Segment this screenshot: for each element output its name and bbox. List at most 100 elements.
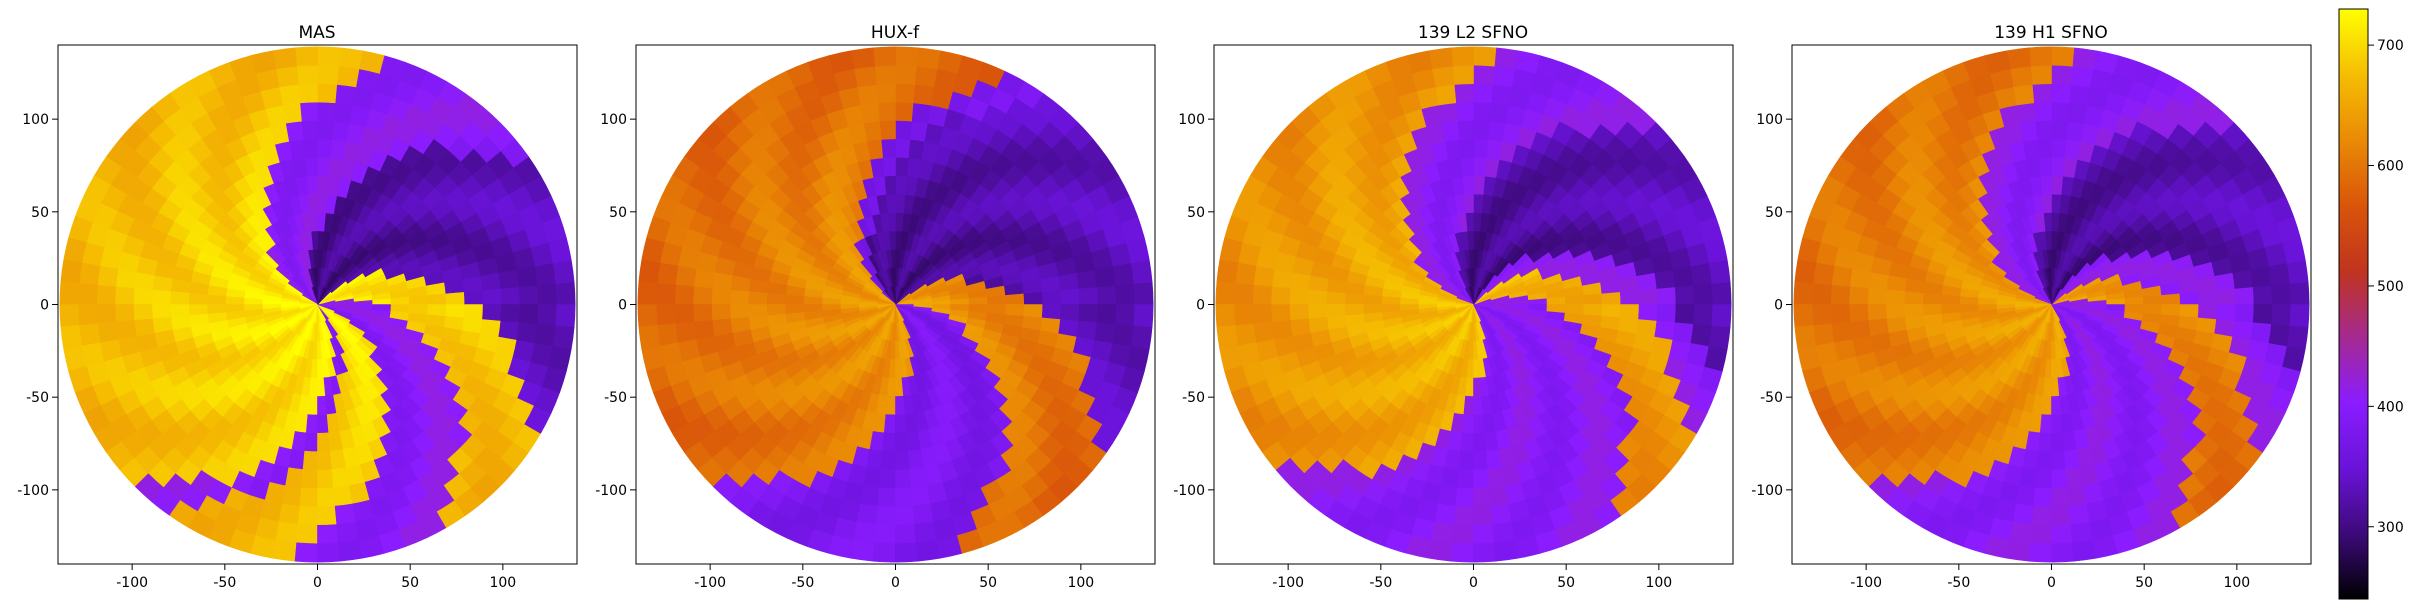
heatmap-cell <box>2179 304 2200 318</box>
heatmap-cell <box>1940 294 1961 305</box>
heatmap-cell <box>1959 296 1979 305</box>
heatmap-cell <box>1112 262 1135 286</box>
heatmap-cell <box>114 304 135 323</box>
heatmap-cell <box>1885 304 1906 320</box>
heatmap-cell <box>729 304 750 320</box>
heatmap-cell <box>914 521 938 544</box>
heatmap-cell <box>909 120 928 142</box>
y-tick-label: 50 <box>609 205 627 221</box>
heatmap-cell <box>333 102 354 124</box>
heatmap-cell <box>803 296 823 305</box>
heatmap-cell <box>278 84 301 106</box>
heatmap-cell <box>1903 291 1924 305</box>
heatmap-cell <box>338 47 363 70</box>
heatmap-cell <box>1793 304 1814 328</box>
heatmap-cell <box>747 291 768 305</box>
heatmap-cell <box>1460 156 1474 177</box>
heatmap-cell <box>2161 304 2181 317</box>
heatmap-cell <box>1078 304 1099 323</box>
heatmap-cell <box>2286 259 2309 284</box>
heatmap-cell <box>895 120 912 140</box>
heatmap-cell <box>1654 320 1676 341</box>
heatmap-cell <box>2070 521 2094 544</box>
x-axis-ticks: -100 -50 0 50 100 <box>1272 575 1672 591</box>
heatmap-cell <box>1450 46 1474 67</box>
heatmap-cell <box>879 469 896 489</box>
heatmap-cell <box>1849 268 1871 289</box>
heatmap-cell <box>766 304 786 317</box>
heatmap-cell <box>2072 539 2097 562</box>
heatmap-cell <box>297 505 318 526</box>
polar-heatmap-wedges <box>59 46 576 563</box>
heatmap-cell <box>462 317 483 334</box>
heatmap-cell <box>2006 47 2031 70</box>
heatmap-cell <box>1793 281 1814 305</box>
heatmap-cell <box>880 450 896 471</box>
heatmap-cell <box>1583 304 1603 317</box>
heatmap-cell <box>302 138 318 159</box>
heatmap-cell <box>638 325 661 350</box>
heatmap-cell <box>317 212 326 232</box>
heatmap-cell <box>317 542 341 563</box>
heatmap-cell <box>59 281 80 305</box>
heatmap-cell <box>2035 469 2052 489</box>
heatmap-cell <box>986 304 1007 315</box>
heatmap-cell <box>516 265 538 288</box>
heatmap-cell <box>1252 284 1273 305</box>
panel-1: MAS -100 -50 0 50 100 100 50 0 -50 -100 <box>17 23 578 591</box>
heatmap-cell <box>2051 64 2073 85</box>
heatmap-cell <box>2051 193 2062 214</box>
heatmap-cell <box>675 321 697 344</box>
x-tick-label: 50 <box>401 575 419 591</box>
heatmap-cell <box>317 432 331 453</box>
heatmap-cell <box>2268 323 2291 347</box>
heatmap-cell <box>299 101 318 122</box>
heatmap-cell <box>1041 289 1062 305</box>
heatmap-cell <box>1289 272 1311 291</box>
colorbar-tick-label: 500 <box>2377 279 2404 295</box>
heatmap-cell <box>1096 304 1117 325</box>
heatmap-cell <box>1215 281 1236 305</box>
heatmap-cell <box>1601 304 1622 318</box>
heatmap-cell <box>133 272 155 291</box>
heatmap-cell <box>2286 325 2309 350</box>
x-tick-label: -50 <box>213 575 236 591</box>
y-axis-ticks: 100 50 0 -50 -100 <box>1173 112 1205 499</box>
heatmap-cell <box>2051 46 2075 67</box>
heatmap-cell <box>516 321 538 344</box>
heatmap-cell <box>518 284 539 305</box>
heatmap-cell <box>1270 304 1291 323</box>
x-axis-ticks: -100 -50 0 50 100 <box>694 575 1094 591</box>
heatmap-cell <box>1115 304 1136 326</box>
heatmap-cell <box>1216 325 1239 350</box>
y-tick-label: -100 <box>1751 483 1783 499</box>
heatmap-cell <box>1094 265 1116 288</box>
heatmap-cell <box>711 272 733 291</box>
heatmap-cell <box>317 505 338 526</box>
heatmap-cell <box>1040 317 1061 334</box>
heatmap-cell <box>1848 304 1869 323</box>
heatmap-cell <box>275 65 299 88</box>
heatmap-cell <box>1271 268 1293 289</box>
x-tick-label: -50 <box>1369 575 1392 591</box>
heatmap-cell <box>1674 304 1695 325</box>
y-tick-label: -50 <box>1760 390 1783 406</box>
heatmap-cell <box>1431 65 1455 88</box>
heatmap-cell <box>1023 291 1044 305</box>
heatmap-cell <box>2028 46 2052 67</box>
heatmap-cell <box>60 259 83 284</box>
heatmap-cell <box>1455 101 1474 122</box>
heatmap-cell <box>1794 259 1817 284</box>
heatmap-cell <box>133 304 153 321</box>
heatmap-cell <box>2051 432 2065 453</box>
y-tick-label: 0 <box>40 298 49 314</box>
heatmap-cell <box>317 469 334 489</box>
heatmap-cell <box>895 83 916 104</box>
polar-heatmap-wedges <box>637 46 1154 563</box>
heatmap-cell <box>1458 450 1474 471</box>
polar-heatmap-wedges <box>1215 46 1732 563</box>
heatmap-cell <box>2031 505 2052 526</box>
heatmap-cell <box>883 414 896 434</box>
heatmap-cell <box>2012 503 2035 525</box>
heatmap-cell <box>895 212 904 232</box>
